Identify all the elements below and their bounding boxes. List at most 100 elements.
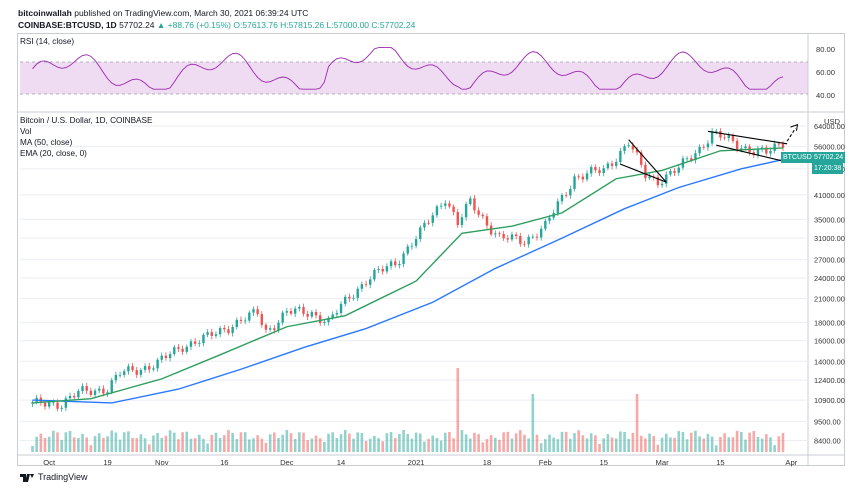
volume-bar — [348, 433, 351, 452]
volume-bar — [706, 433, 710, 452]
volume-bar — [552, 437, 555, 452]
volume-bar — [56, 432, 59, 452]
volume-bar — [427, 438, 430, 452]
volume-bar — [127, 431, 130, 452]
rsi-tick-40: 40.00 — [816, 91, 836, 100]
candle-body — [735, 140, 739, 150]
candle-body — [318, 315, 322, 324]
volume-bar — [519, 430, 522, 452]
candle-body — [381, 269, 384, 272]
volume-bar — [106, 436, 109, 452]
volume-bar — [731, 437, 735, 452]
candle-body — [727, 135, 730, 139]
candle-body — [43, 402, 47, 407]
candle-body — [473, 198, 476, 211]
volume-bar — [594, 435, 597, 452]
candle-body — [773, 143, 776, 151]
candle-body — [385, 266, 389, 272]
candle-body — [277, 322, 280, 331]
candle-body — [52, 402, 55, 404]
candle-body — [177, 347, 180, 349]
volume-bar — [268, 434, 272, 452]
volume-bar — [623, 431, 626, 452]
volume-bar — [335, 438, 339, 452]
candle-body — [110, 380, 113, 393]
candle-body — [510, 234, 514, 240]
y-tick-label: 41000.00 — [814, 191, 845, 200]
volume-bar — [544, 439, 547, 452]
candle-body — [356, 288, 359, 298]
volume-bar — [260, 438, 264, 452]
volume-bar — [31, 446, 34, 452]
candle-body — [585, 173, 589, 180]
volume-bar — [177, 439, 180, 452]
candle-body — [369, 279, 372, 285]
candle-body — [548, 217, 551, 221]
volume-bar — [331, 432, 334, 452]
candle-body — [310, 311, 314, 317]
volume-bar — [773, 445, 776, 452]
volume-bar — [431, 435, 435, 452]
volume-bar — [248, 439, 251, 452]
candle-body — [210, 332, 213, 336]
candle-body — [252, 309, 255, 313]
volume-bar — [368, 438, 372, 452]
candle-body — [202, 334, 205, 344]
volume-bar — [122, 432, 126, 452]
candle-body — [360, 284, 364, 289]
candle-body — [364, 284, 368, 285]
candle-body — [723, 137, 726, 139]
volume-bar — [727, 437, 731, 452]
volume-bar — [60, 439, 63, 452]
candle-body — [464, 204, 468, 218]
chart-frame — [17, 33, 845, 466]
candle-body — [285, 311, 289, 313]
candle-body — [698, 146, 701, 154]
volume-bar — [206, 443, 209, 452]
candle-body — [444, 203, 447, 206]
candle-body — [527, 236, 530, 245]
candle-body — [765, 147, 768, 154]
tradingview-icon — [20, 474, 34, 482]
volume-bar — [589, 433, 593, 452]
volume-bar — [114, 432, 118, 452]
candle-body — [327, 317, 330, 323]
x-tick-label: Dec — [280, 458, 294, 467]
candle-body — [406, 246, 409, 254]
volume-bar — [631, 432, 635, 452]
volume-bar — [256, 435, 259, 452]
volume-bar — [193, 438, 197, 452]
symbol-line: COINBASE:BTCUSD, 1D 57702.24 ▲ +88.76 (+… — [18, 19, 415, 31]
volume-bar — [569, 438, 572, 452]
volume-bar — [43, 437, 47, 452]
volume-bar — [669, 437, 672, 452]
candle-body — [206, 332, 209, 335]
volume-bar — [673, 437, 676, 452]
y-tick-label: 35000.00 — [814, 215, 845, 224]
candle-body — [135, 370, 138, 375]
x-tick-label: Nov — [155, 458, 169, 467]
candle-body — [715, 131, 718, 132]
candle-body — [710, 131, 714, 144]
tradingview-logo[interactable]: TradingView — [20, 472, 88, 482]
candle-body — [419, 227, 422, 240]
volume-bar — [648, 433, 651, 452]
volume-bar — [494, 437, 497, 452]
volume-bar — [89, 445, 93, 452]
price-title: Bitcoin / U.S. Dollar, 1D, COINBASE — [20, 116, 153, 125]
volume-bar — [614, 438, 618, 452]
volume-bar — [619, 431, 622, 452]
candle-body — [114, 374, 118, 381]
volume-bar — [64, 432, 68, 452]
volume-bar — [314, 435, 318, 452]
volume-bar — [723, 433, 726, 452]
volume-bar — [677, 431, 681, 452]
volume-bar — [498, 439, 501, 452]
candle-body — [339, 303, 343, 314]
candle-body — [218, 327, 222, 335]
volume-bar — [652, 435, 656, 452]
candle-body — [160, 355, 163, 360]
volume-bar — [714, 445, 718, 452]
candle-body — [106, 392, 109, 394]
